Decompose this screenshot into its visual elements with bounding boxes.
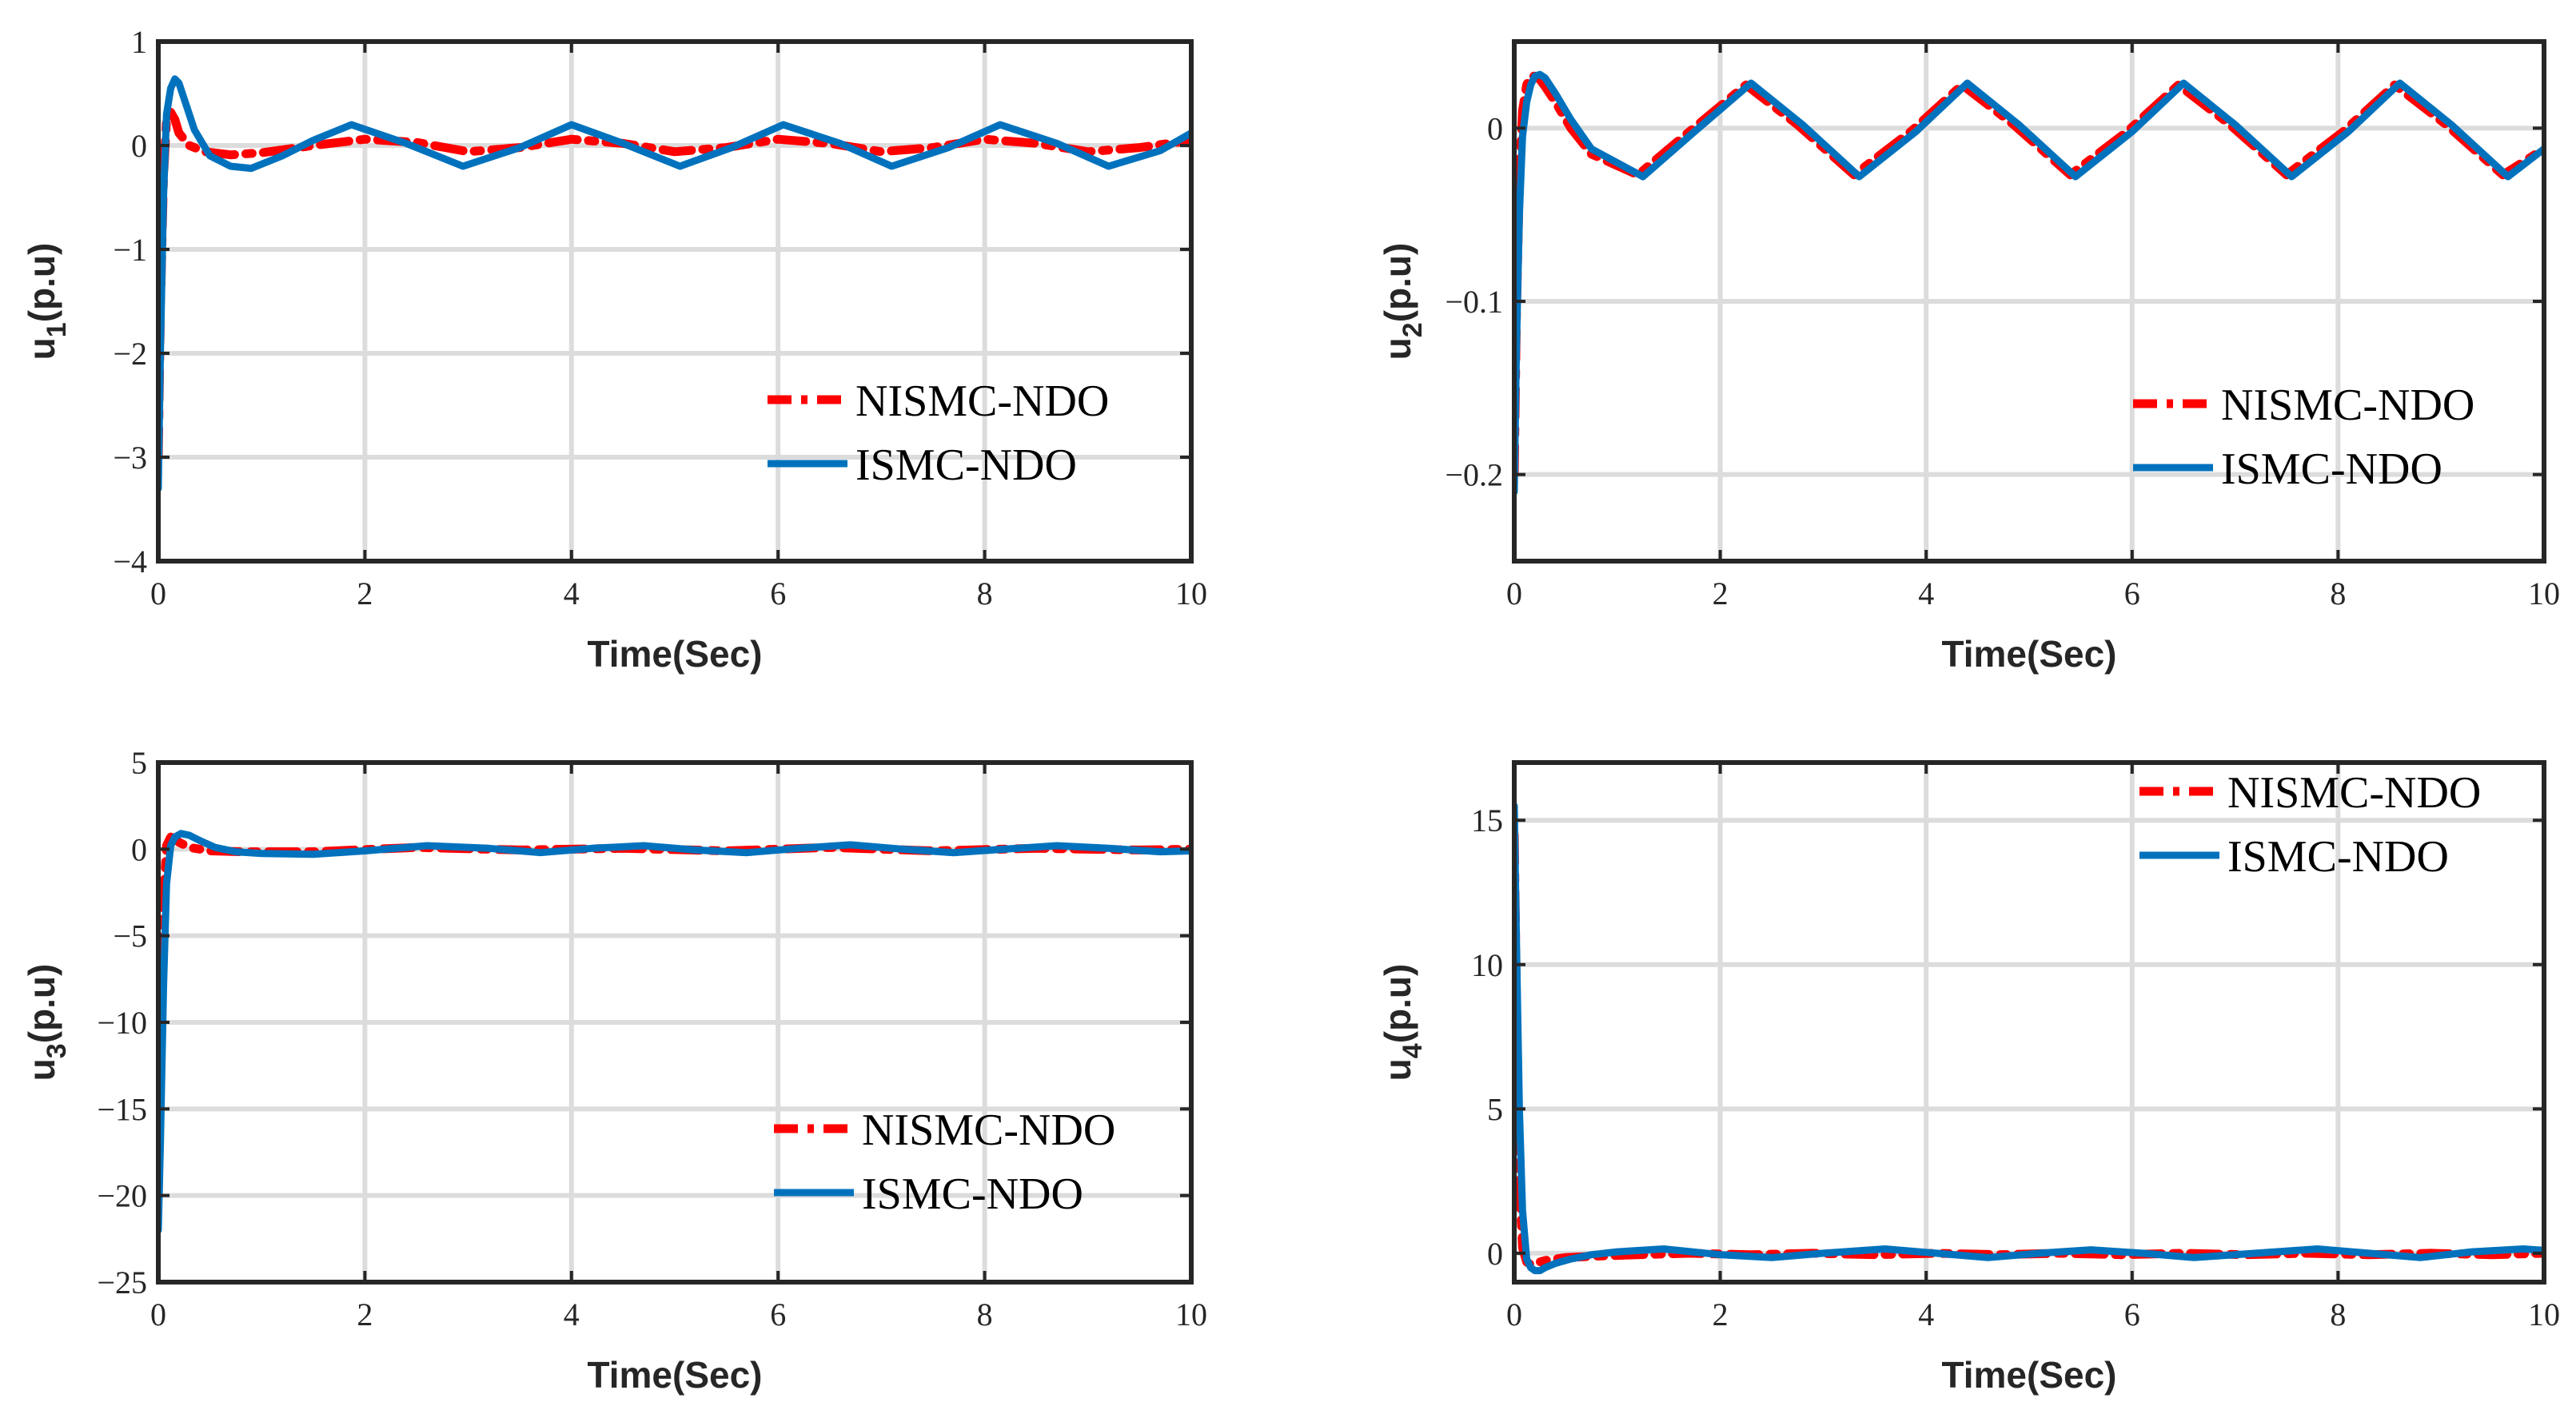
chart-panel-3: 0 2 4 6 8 10 −25 −20 −15 −10 −5 0 5 Time(Sec) u3(p.u) N… bbox=[21, 745, 1207, 1396]
x-tick-label: 2 bbox=[357, 576, 373, 611]
x-tick-label: 2 bbox=[357, 1296, 373, 1332]
y-axis-label-subscript: 3 bbox=[42, 1043, 72, 1058]
y-axis-label: u2(p.u) bbox=[1377, 243, 1428, 360]
y-tick-label: −15 bbox=[97, 1091, 147, 1127]
x-axis-label: Time(Sec) bbox=[587, 633, 762, 675]
series-group bbox=[158, 830, 1191, 1234]
x-tick-label: 2 bbox=[1713, 576, 1729, 611]
y-axis-label: u3(p.u) bbox=[21, 964, 72, 1081]
y-axis-label-unit: (p.u) bbox=[1377, 243, 1418, 323]
x-tick-label: 0 bbox=[150, 1296, 166, 1332]
y-tick-label: 5 bbox=[1487, 1091, 1503, 1127]
y-axis-label-subscript: 2 bbox=[1398, 322, 1428, 337]
y-tick-label: 0 bbox=[131, 831, 147, 867]
legend: NISMC-NDO ISMC-NDO bbox=[2139, 768, 2481, 882]
axes-frame bbox=[1512, 760, 2546, 1285]
x-tick-label: 6 bbox=[770, 576, 786, 611]
x-tick-label: 4 bbox=[564, 1296, 580, 1332]
x-tick-label: 0 bbox=[1506, 576, 1522, 611]
x-tick-label: 10 bbox=[2528, 1296, 2560, 1332]
series-line-ismc-ndo bbox=[158, 830, 1191, 1234]
chart-panel-2: 0 2 4 6 8 10−0.2−0.10Time(Sec)u2(p.u)NISMC-ND… bbox=[1377, 39, 2560, 675]
x-tick-label: 8 bbox=[977, 576, 993, 611]
x-tick-label: 4 bbox=[1918, 1296, 1934, 1332]
y-axis-label-subscript: 4 bbox=[1398, 1043, 1428, 1058]
series-line-ismc-ndo bbox=[158, 75, 1191, 492]
x-axis-label: Time(Sec) bbox=[1941, 1354, 2116, 1396]
y-axis-label-main: u bbox=[21, 337, 62, 360]
y-axis-label: u4(p.u) bbox=[1377, 964, 1428, 1081]
x-tick-label: 4 bbox=[1918, 576, 1934, 611]
y-tick-label: 0 bbox=[131, 128, 147, 164]
x-axis-label: Time(Sec) bbox=[587, 1354, 762, 1396]
y-tick-label: 0 bbox=[1487, 1236, 1503, 1272]
y-tick-label: −0.1 bbox=[1445, 284, 1503, 320]
y-tick-label: −5 bbox=[113, 918, 147, 954]
legend-label: ISMC-NDO bbox=[2221, 444, 2442, 494]
x-tick-label: 10 bbox=[1175, 1296, 1207, 1332]
y-tick-label: −20 bbox=[97, 1178, 147, 1214]
chart-panel-4: 0 2 4 6 8 10051015Time(Sec)u4(p.u)NISMC-NDOIS… bbox=[1377, 760, 2560, 1396]
x-tick-label: 10 bbox=[1175, 576, 1207, 611]
y-axis-label-unit: (p.u) bbox=[21, 964, 62, 1044]
x-tick-label: 2 bbox=[1713, 1296, 1729, 1332]
y-tick-label: −3 bbox=[113, 440, 147, 476]
legend-label: NISMC-NDO bbox=[855, 376, 1109, 426]
y-tick-label: −2 bbox=[113, 336, 147, 372]
x-tick-label: 8 bbox=[977, 1296, 993, 1332]
legend-label: NISMC-NDO bbox=[862, 1105, 1115, 1155]
series-group bbox=[1514, 802, 2544, 1275]
legend-label: ISMC-NDO bbox=[855, 440, 1077, 490]
y-axis-label-main: u bbox=[1377, 337, 1418, 360]
y-axis-label-unit: (p.u) bbox=[1377, 964, 1418, 1044]
legend-label: NISMC-NDO bbox=[2221, 380, 2474, 430]
y-axis-label-main: u bbox=[21, 1058, 62, 1081]
x-tick-label: 6 bbox=[2124, 576, 2140, 611]
series-line-nismc-ndo bbox=[1514, 71, 2544, 480]
y-tick-label: −1 bbox=[113, 232, 147, 268]
x-tick-label: 8 bbox=[2330, 576, 2346, 611]
plot-area bbox=[1514, 763, 2544, 1282]
x-tick-label: 0 bbox=[1506, 1296, 1522, 1332]
y-tick-label: −4 bbox=[113, 544, 147, 580]
x-tick-label: 8 bbox=[2330, 1296, 2346, 1332]
y-tick-label: 0 bbox=[1487, 110, 1503, 146]
y-tick-label: 10 bbox=[1471, 947, 1503, 983]
y-tick-label: 1 bbox=[131, 24, 147, 60]
x-tick-label: 10 bbox=[2528, 576, 2560, 611]
x-tick-label: 4 bbox=[564, 576, 580, 611]
y-tick-label: 5 bbox=[131, 745, 147, 781]
legend-label: ISMC-NDO bbox=[862, 1169, 1083, 1219]
legend: NISMC-NDO ISMC-NDO bbox=[2133, 380, 2474, 494]
series-group bbox=[1514, 70, 2544, 496]
y-axis-label-unit: (p.u) bbox=[21, 243, 62, 323]
y-axis-label: u1(p.u) bbox=[21, 243, 72, 360]
axes-frame bbox=[156, 39, 1194, 564]
legend-label: ISMC-NDO bbox=[2227, 832, 2449, 882]
chart-panel-1: 0 2 4 6 8 10−4−3−2−101Time(Sec)u1(p.u)NISMC-N… bbox=[21, 24, 1207, 675]
legend: NISMC-NDO ISMC-NDO bbox=[774, 1105, 1115, 1219]
x-tick-label: 0 bbox=[150, 576, 166, 611]
series-line-ismc-ndo bbox=[1514, 802, 2544, 1275]
x-tick-label: 6 bbox=[2124, 1296, 2140, 1332]
x-axis-label: Time(Sec) bbox=[1941, 633, 2116, 675]
y-axis-label-subscript: 1 bbox=[42, 322, 72, 337]
series-group bbox=[158, 75, 1191, 492]
y-tick-label: −10 bbox=[97, 1005, 147, 1041]
y-tick-label: 15 bbox=[1471, 803, 1503, 838]
y-tick-label: −0.2 bbox=[1445, 457, 1503, 493]
y-tick-label: −25 bbox=[97, 1265, 147, 1300]
x-tick-label: 6 bbox=[770, 1296, 786, 1332]
legend: NISMC-NDO ISMC-NDO bbox=[768, 376, 1109, 490]
y-axis-label-main: u bbox=[1377, 1058, 1418, 1081]
legend-label: NISMC-NDO bbox=[2227, 768, 2481, 818]
series-line-ismc-ndo bbox=[1514, 70, 2544, 496]
